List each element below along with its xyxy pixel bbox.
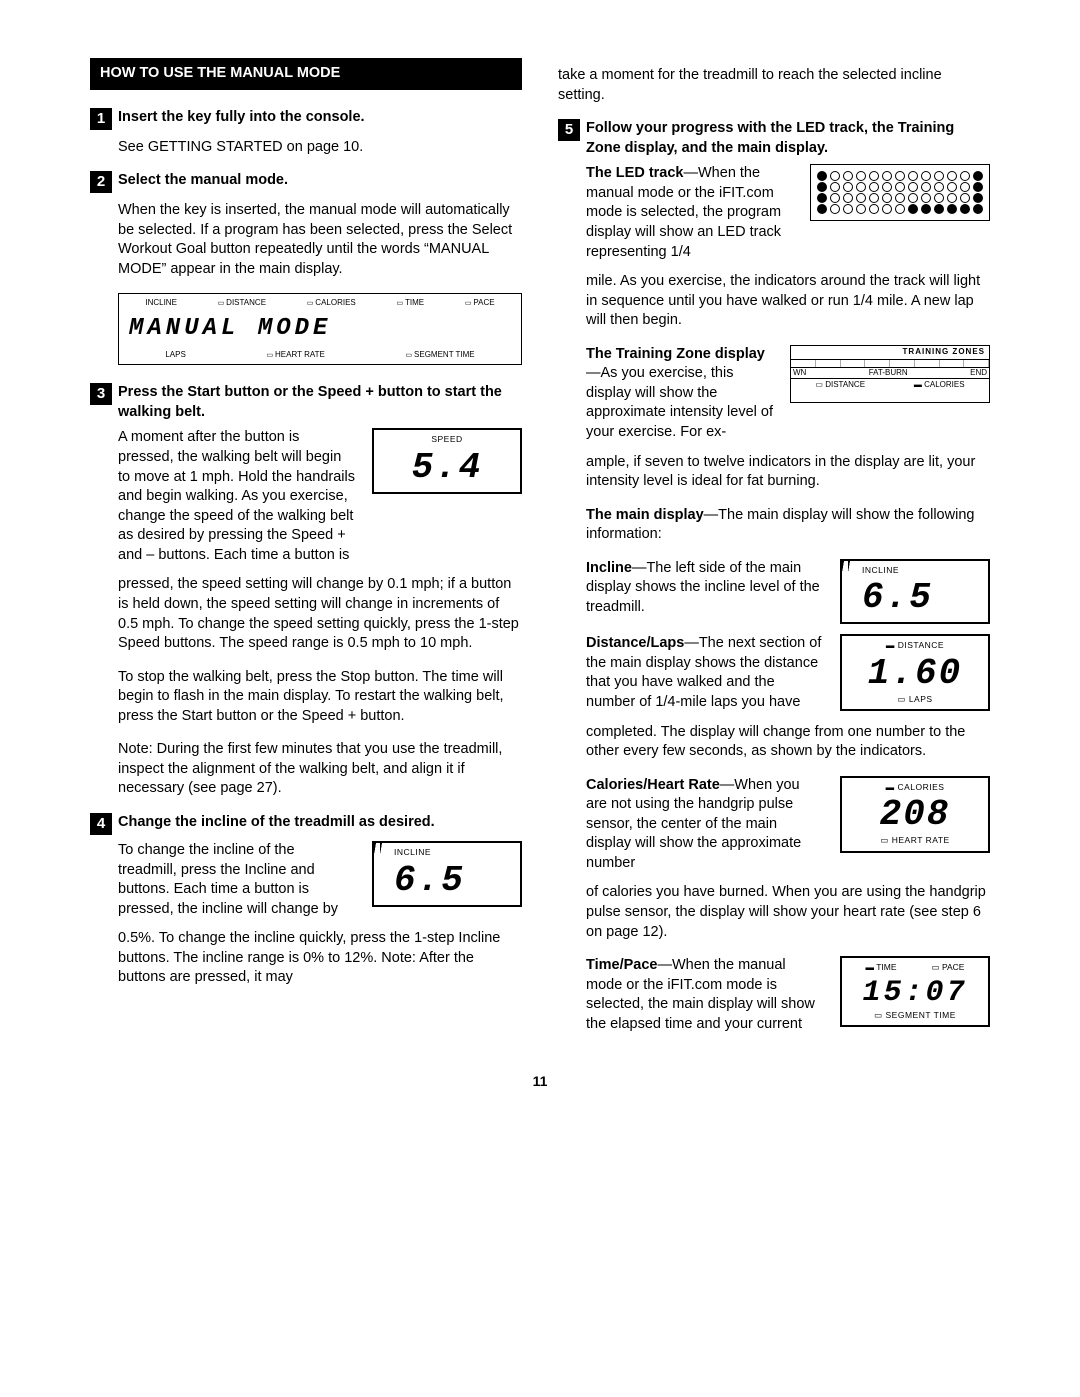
step-4-p1b: 0.5%. To change the incline quickly, pre… xyxy=(118,929,522,988)
step-3-p1a: A moment after the button is pressed, th… xyxy=(118,428,356,565)
step-2-title: Select the manual mode. xyxy=(118,171,288,191)
step-4-title: Change the incline of the treadmill as d… xyxy=(118,813,435,833)
step-5: 5 Follow your progress with the LED trac… xyxy=(558,119,990,158)
step-3-title: Press the Start button or the Speed + bu… xyxy=(118,383,522,422)
incline-value-r: 6.5 xyxy=(862,576,982,618)
speed-label: SPEED xyxy=(380,434,514,445)
cal-top: CALORIES xyxy=(897,782,944,792)
step-number-1: 1 xyxy=(90,108,112,130)
dist-title: Distance/Laps xyxy=(586,635,684,651)
lbl-hr: HEART RATE xyxy=(266,350,324,361)
step-1: 1 Insert the key fully into the console. xyxy=(90,108,522,130)
speed-value: 5.4 xyxy=(380,446,514,488)
dist-top: DISTANCE xyxy=(898,640,944,650)
distance-display: ▬ DISTANCE 1.60 ▭ LAPS xyxy=(840,634,990,711)
tz-title: The Training Zone display xyxy=(586,346,765,362)
time-display: ▬ TIME▭ PACE 15:07 ▭ SEGMENT TIME xyxy=(840,956,990,1027)
lbl-seg: SEGMENT TIME xyxy=(405,350,474,361)
step-3: 3 Press the Start button or the Speed + … xyxy=(90,383,522,422)
dist-bottom: LAPS xyxy=(909,694,933,704)
incline-display-left: INCLINE 6.5 xyxy=(372,841,522,906)
led-track-display xyxy=(810,164,990,221)
tz-a: —As you exercise, this display will show… xyxy=(586,365,773,440)
cal-para-b: of calories you have burned. When you ar… xyxy=(586,883,990,942)
dist-value: 1.60 xyxy=(848,652,982,694)
step-3-p2: To stop the walking belt, press the Stop… xyxy=(118,668,522,727)
section-header: HOW TO USE THE MANUAL MODE xyxy=(90,58,522,90)
calories-display: ▬ CALORIES 208 ▭ HEART RATE xyxy=(840,776,990,853)
tz-l2: FAT-BURN xyxy=(869,368,908,379)
step-4-p1a: To change the incline of the treadmill, … xyxy=(118,841,356,919)
main-display-intro: The main display—The main display will s… xyxy=(586,506,990,545)
left-column: HOW TO USE THE MANUAL MODE 1 Insert the … xyxy=(90,58,522,1044)
step-1-body: See GETTING STARTED on page 10. xyxy=(118,138,522,158)
step-1-title: Insert the key fully into the console. xyxy=(118,108,365,128)
step-number-5: 5 xyxy=(558,119,580,141)
lbl-distance: DISTANCE xyxy=(218,298,266,309)
step-number-3: 3 xyxy=(90,383,112,405)
display-value: MANUAL MODE xyxy=(119,311,521,347)
step-4: 4 Change the incline of the treadmill as… xyxy=(90,813,522,835)
tz-text-b: ample, if seven to twelve indicators in … xyxy=(586,453,990,492)
cal-bottom: HEART RATE xyxy=(892,835,950,845)
time-t2: ▭ PACE xyxy=(932,962,965,973)
cal-title: Calories/Heart Rate xyxy=(586,777,720,793)
incline-label-l: INCLINE xyxy=(394,847,514,858)
time-para: Time/Pace—When the manual mode or the iF… xyxy=(586,956,824,1034)
step-number-4: 4 xyxy=(90,813,112,835)
led-title: The LED track xyxy=(586,165,684,181)
time-bottom: SEGMENT TIME xyxy=(886,1010,956,1020)
main-title: The main display xyxy=(586,507,704,523)
two-column-layout: HOW TO USE THE MANUAL MODE 1 Insert the … xyxy=(90,58,990,1044)
step-3-p3: Note: During the first few minutes that … xyxy=(118,740,522,799)
dist-para-a: Distance/Laps—The next section of the ma… xyxy=(586,634,824,712)
step-2: 2 Select the manual mode. xyxy=(90,171,522,193)
time-value: 15:07 xyxy=(848,974,982,1010)
incline-label-r: INCLINE xyxy=(862,565,982,576)
display-bottom-labels: LAPS HEART RATE SEGMENT TIME xyxy=(119,348,521,363)
right-column: take a moment for the treadmill to reach… xyxy=(558,58,990,1044)
cal-value: 208 xyxy=(848,793,982,835)
lbl-calories: CALORIES xyxy=(307,298,356,309)
tz-l1: WN xyxy=(793,368,806,379)
display-top-labels: INCLINE DISTANCE CALORIES TIME PACE xyxy=(119,296,521,311)
training-zone-display: TRAINING ZONES WN FAT-BURN END ▭ DISTANCE ▬… xyxy=(790,345,990,403)
step-2-body: When the key is inserted, the manual mod… xyxy=(118,201,522,279)
time-t1: ▬ TIME xyxy=(866,962,897,973)
step-5-title: Follow your progress with the LED track,… xyxy=(586,119,990,158)
dist-para-b: completed. The display will change from … xyxy=(586,723,990,762)
manual-mode-display: INCLINE DISTANCE CALORIES TIME PACE MANU… xyxy=(118,293,522,365)
tz-l3: END xyxy=(970,368,987,379)
led-intro-b: mile. As you exercise, the indicators ar… xyxy=(586,272,990,331)
led-intro-a: The LED track—When the manual mode or th… xyxy=(586,164,794,262)
time-title: Time/Pace xyxy=(586,957,657,973)
incline-para: Incline—The left side of the main displa… xyxy=(586,559,824,618)
step-number-2: 2 xyxy=(90,171,112,193)
lbl-time: TIME xyxy=(396,298,424,309)
tz-box-title: TRAINING ZONES xyxy=(791,346,989,360)
cal-para-a: Calories/Heart Rate—When you are not usi… xyxy=(586,776,824,874)
incline-display-right: INCLINE 6.5 xyxy=(840,559,990,624)
incline-value-l: 6.5 xyxy=(394,859,514,901)
tz-b1: ▭ DISTANCE xyxy=(815,380,865,391)
tz-b2: ▬ CALORIES xyxy=(914,380,965,391)
speed-display: SPEED 5.4 xyxy=(372,428,522,493)
lbl-laps: LAPS xyxy=(165,350,185,361)
page-number: 11 xyxy=(90,1072,990,1091)
tz-text-a: The Training Zone display —As you exercis… xyxy=(586,345,774,443)
lbl-pace: PACE xyxy=(465,298,495,309)
incline-title: Incline xyxy=(586,560,632,576)
lbl-incline: INCLINE xyxy=(145,298,177,309)
step-4-cont: take a moment for the treadmill to reach… xyxy=(558,66,990,105)
step-3-p1b: pressed, the speed setting will change b… xyxy=(118,575,522,653)
